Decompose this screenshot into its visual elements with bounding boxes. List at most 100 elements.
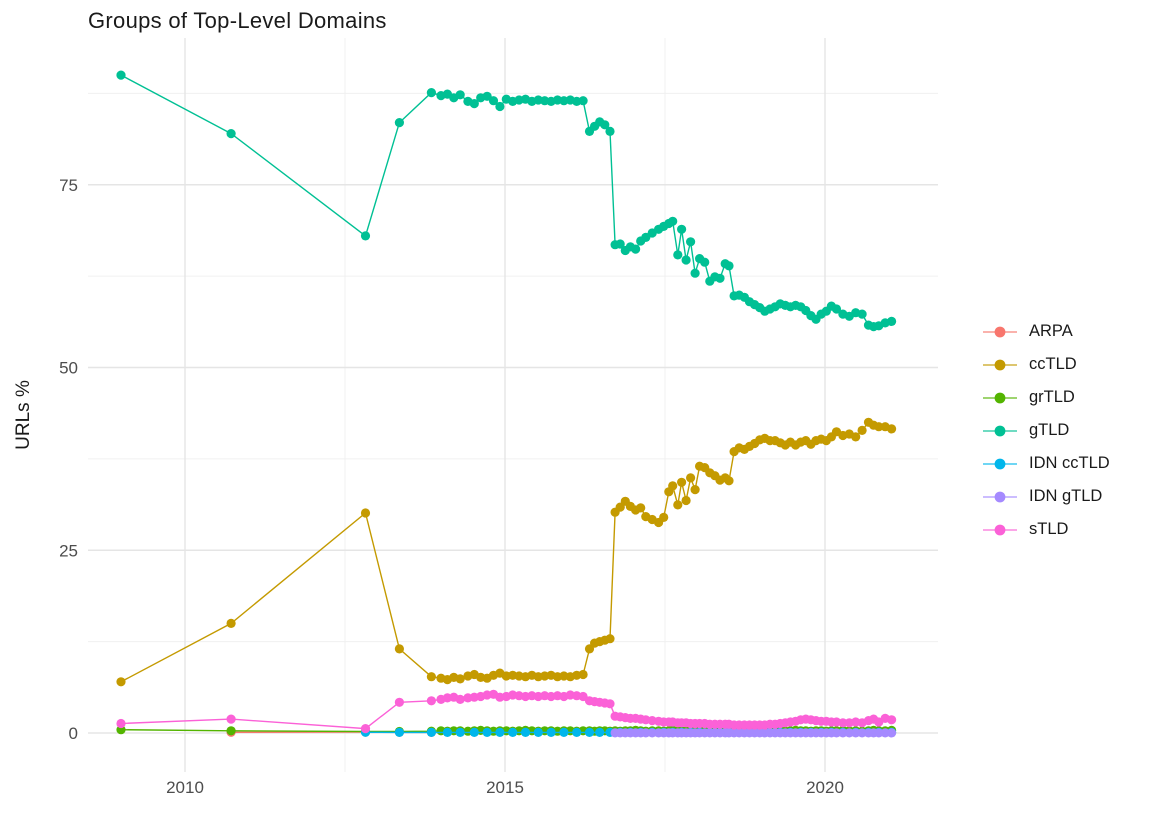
series-cctld	[116, 417, 897, 687]
legend-label-idn-gtld: IDN gTLD	[1029, 487, 1103, 505]
data-point-cctld	[455, 674, 465, 684]
legend-label-idn-cctld: IDN ccTLD	[1029, 454, 1110, 472]
data-point-gtld	[686, 237, 696, 247]
data-point-idn-cctld	[469, 727, 479, 738]
data-point-stld	[226, 714, 236, 724]
data-point-gtld	[226, 129, 236, 139]
data-point-cctld	[677, 477, 687, 487]
data-point-gtld	[673, 250, 683, 260]
legend-item-idn-cctld: IDN ccTLD	[983, 447, 1110, 480]
data-point-idn-cctld	[508, 727, 518, 738]
legend-label-gtld: gTLD	[1029, 421, 1070, 439]
legend-item-cctld: ccTLD	[983, 348, 1110, 381]
y-tick-label: 0	[69, 724, 78, 743]
x-tick-label: 2020	[806, 778, 844, 797]
legend-item-arpa: ARPA	[983, 315, 1110, 348]
data-point-cctld	[668, 481, 678, 491]
data-point-gtld	[469, 99, 479, 109]
data-point-idn-cctld	[572, 727, 582, 738]
data-point-cctld	[659, 512, 669, 523]
data-point-idn-cctld	[595, 727, 605, 738]
data-point-idn-cctld	[495, 727, 505, 738]
data-point-cctld	[605, 634, 615, 644]
data-point-gtld	[887, 316, 897, 326]
data-point-idn-cctld	[426, 727, 436, 738]
data-point-idn-gtld	[874, 728, 884, 738]
data-point-cctld	[690, 485, 700, 495]
legend-key-stld	[983, 524, 1017, 535]
legend-label-stld: sTLD	[1029, 520, 1069, 538]
data-point-cctld	[724, 476, 734, 486]
data-point-grtld	[226, 726, 236, 736]
data-point-idn-gtld	[838, 728, 848, 738]
x-tick-label: 2015	[486, 778, 524, 797]
data-point-cctld	[578, 669, 588, 680]
data-point-gtld	[681, 255, 691, 265]
data-point-cctld	[426, 672, 436, 682]
data-point-gtld	[455, 90, 465, 100]
data-point-stld	[360, 724, 371, 734]
data-point-idn-gtld	[887, 728, 897, 738]
data-point-stld	[605, 699, 615, 709]
series-line-gtld	[120, 74, 892, 328]
legend: ARPA ccTLD grTLD gTLD IDN ccTLD IDN gTLD sTLD	[983, 315, 1110, 546]
data-point-stld	[887, 715, 897, 725]
data-point-idn-cctld	[546, 727, 556, 738]
legend-key-arpa	[983, 326, 1017, 337]
data-point-cctld	[874, 422, 884, 432]
data-point-idn-cctld	[520, 727, 531, 738]
data-point-idn-cctld	[442, 727, 452, 738]
y-tick-label: 25	[59, 541, 78, 560]
data-point-cctld	[851, 432, 861, 442]
data-point-cctld	[857, 425, 867, 435]
legend-item-idn-gtld: IDN gTLD	[983, 480, 1110, 513]
data-point-cctld	[636, 503, 646, 513]
data-point-cctld	[226, 618, 236, 629]
legend-label-cctld: ccTLD	[1029, 355, 1077, 373]
data-point-idn-gtld	[880, 728, 890, 738]
data-point-gtld	[857, 309, 867, 319]
data-point-idn-gtld	[641, 728, 651, 738]
data-point-cctld	[673, 500, 683, 510]
data-point-gtld	[482, 91, 492, 101]
data-point-gtld	[605, 126, 615, 136]
series-line-cctld	[120, 421, 892, 683]
data-point-idn-cctld	[482, 727, 492, 738]
x-tick-label: 2010	[166, 778, 204, 797]
data-point-idn-gtld	[647, 728, 657, 738]
data-point-gtld	[495, 101, 505, 112]
data-point-stld	[455, 694, 465, 705]
data-point-gtld	[677, 224, 687, 234]
data-point-idn-cctld	[584, 727, 595, 738]
data-point-gtld	[631, 244, 641, 254]
legend-item-gtld: gTLD	[983, 414, 1110, 447]
data-point-cctld	[887, 424, 897, 434]
data-point-gtld	[426, 88, 436, 98]
data-point-idn-gtld	[857, 728, 867, 738]
legend-key-grtld	[983, 392, 1017, 403]
legend-label-arpa: ARPA	[1029, 322, 1073, 340]
data-point-cctld	[681, 495, 691, 506]
series-idn-gtld	[610, 728, 897, 738]
data-point-gtld	[668, 216, 678, 226]
data-point-gtld	[641, 232, 651, 242]
data-point-stld	[838, 718, 848, 728]
series-gtld	[116, 70, 897, 332]
series-stld	[116, 689, 897, 734]
data-point-idn-gtld	[831, 728, 842, 738]
data-point-gtld	[488, 96, 499, 106]
legend-item-grtld: grTLD	[983, 381, 1110, 414]
data-point-idn-gtld	[844, 728, 854, 738]
y-tick-label: 50	[59, 359, 78, 378]
data-point-gtld	[360, 231, 371, 241]
data-point-gtld	[831, 304, 842, 314]
data-point-gtld	[394, 118, 404, 128]
data-point-gtld	[578, 96, 588, 106]
legend-label-grtld: grTLD	[1029, 388, 1075, 406]
data-point-idn-cctld	[533, 727, 543, 738]
data-point-gtld	[600, 120, 610, 130]
data-point-idn-cctld	[455, 727, 465, 738]
data-point-stld	[116, 718, 126, 729]
